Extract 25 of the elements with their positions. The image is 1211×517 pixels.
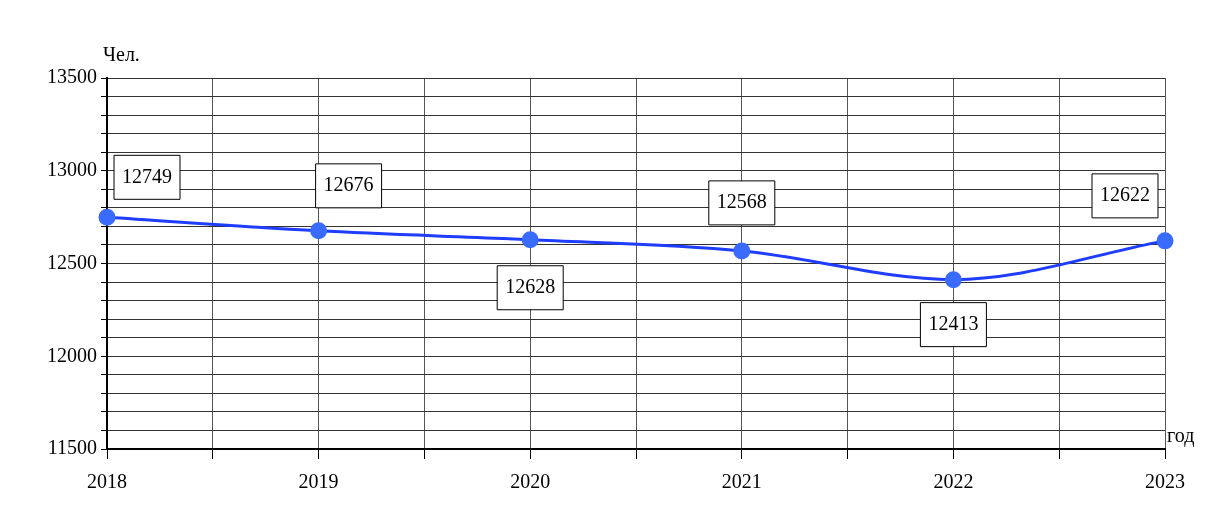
point: [1156, 232, 1174, 250]
point: [944, 271, 962, 289]
x-axis-title: год: [1167, 424, 1195, 448]
x-tick-label: 2019: [298, 470, 339, 493]
y-tick-label: 12000: [47, 343, 97, 366]
y-tick-label: 13000: [47, 158, 97, 180]
data-label: 12413: [928, 311, 979, 334]
x-tick-label: 2021: [721, 470, 762, 493]
y-tick-label: 13500: [47, 65, 97, 88]
point: [310, 222, 328, 240]
data-label: 12676: [323, 173, 374, 196]
x-tick-label: 2023: [1145, 470, 1185, 493]
x-tick-label: 2018: [87, 470, 127, 493]
data-label: 12568: [716, 190, 767, 213]
x-tick-label: 2022: [933, 470, 974, 493]
point: [521, 231, 539, 249]
point: [733, 242, 751, 260]
data-label: 12628: [505, 275, 556, 298]
point: [98, 208, 116, 226]
data-label: 12749: [122, 164, 172, 187]
y-tick-label: 11500: [47, 436, 97, 459]
data-label: 12622: [1100, 183, 1150, 206]
y-tick-label: 12500: [47, 250, 97, 273]
x-tick-label: 2020: [510, 470, 551, 493]
y-axis-title: Чел.: [103, 43, 140, 66]
